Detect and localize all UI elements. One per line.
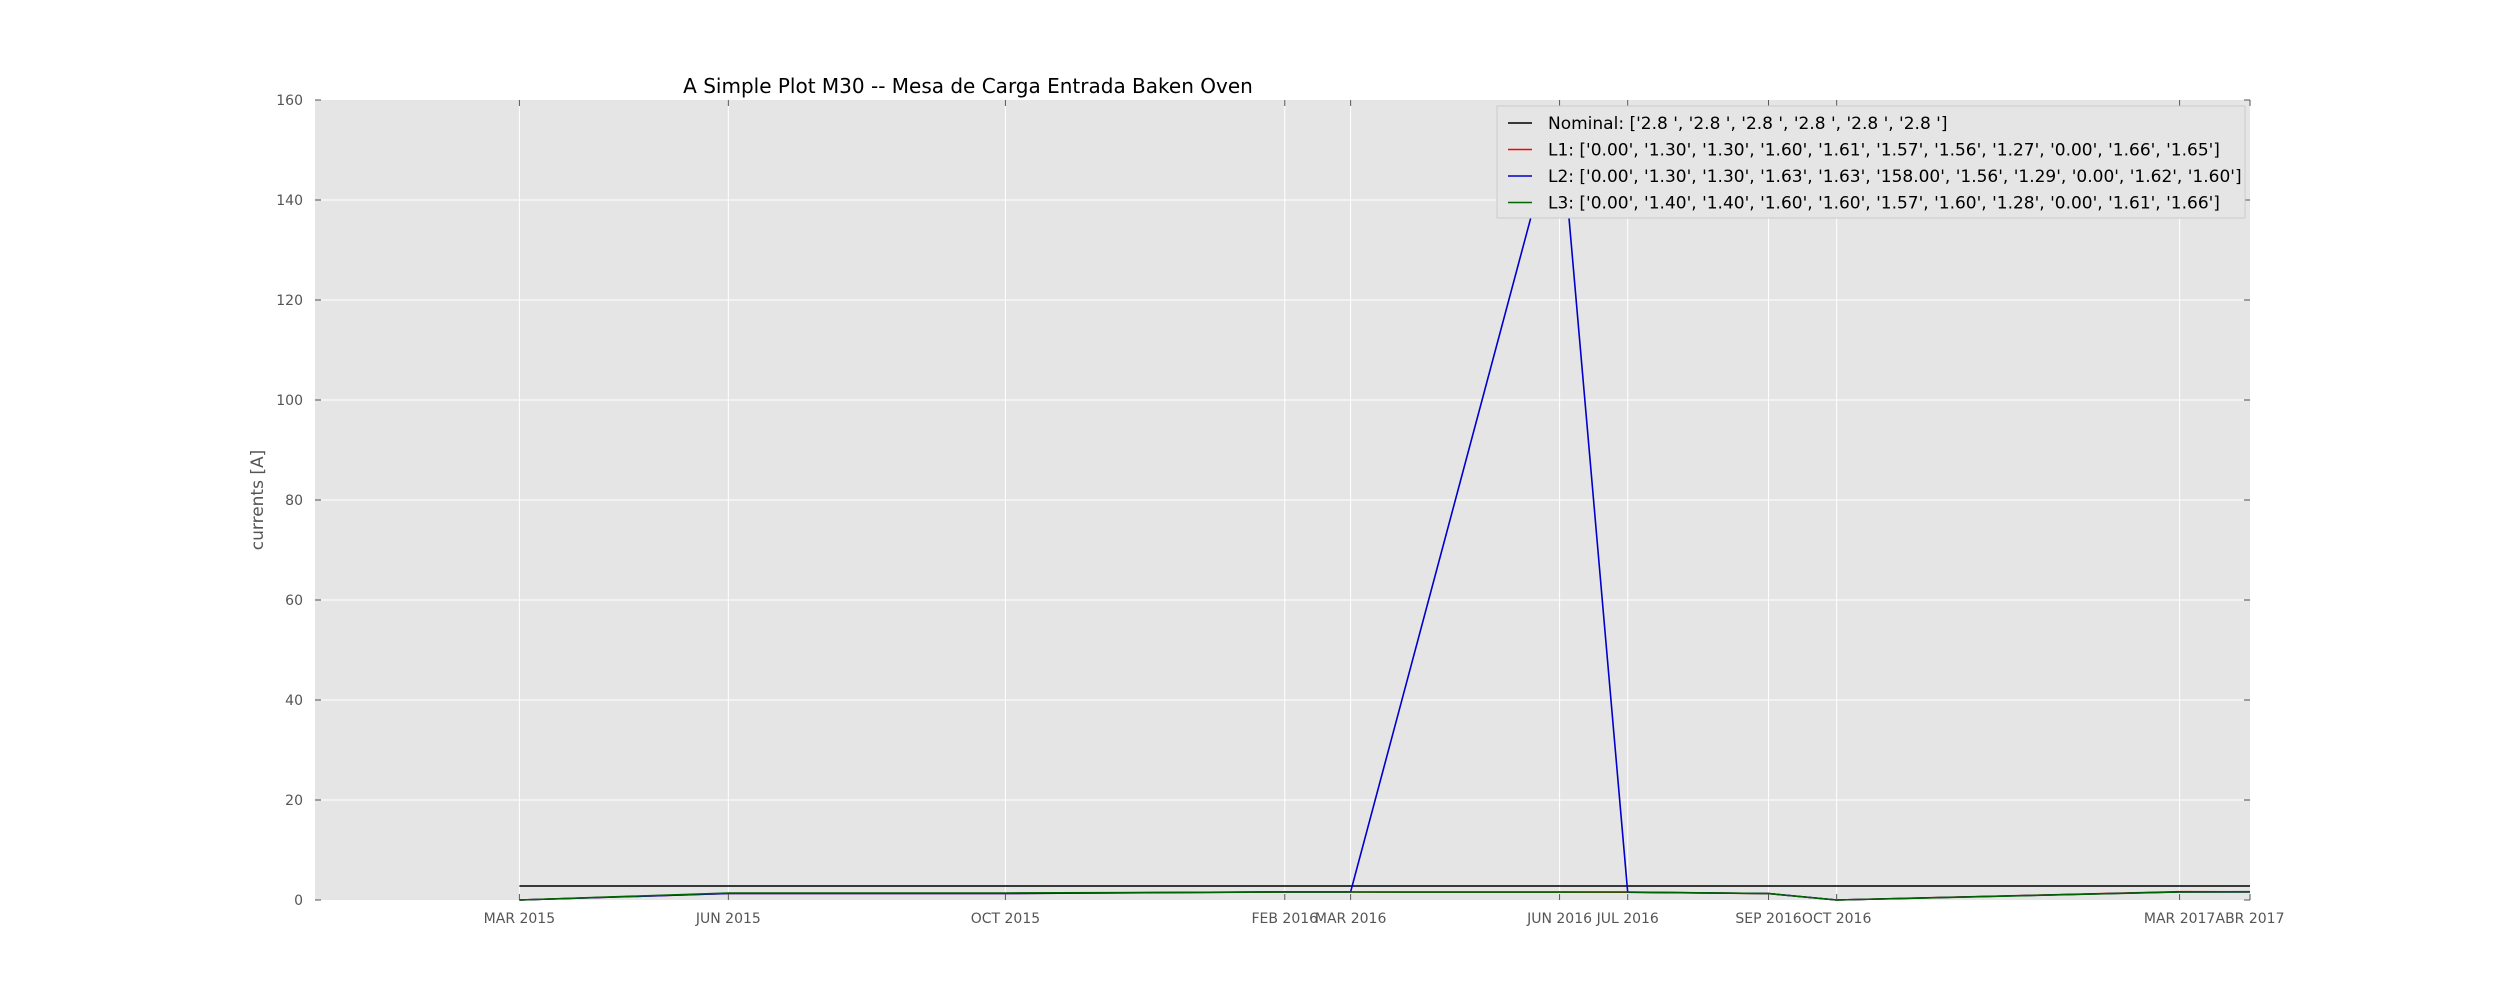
series-line-3 bbox=[519, 890, 2251, 901]
y-tick-label: 140 bbox=[276, 193, 303, 209]
x-tick-label: JUN 2015 bbox=[695, 911, 761, 927]
ticks bbox=[315, 99, 2251, 901]
legend: Nominal: ['2.8 ', '2.8 ', '2.8 ', '2.8 '… bbox=[1496, 105, 2246, 219]
grid bbox=[315, 100, 2250, 900]
x-tick-label: OCT 2015 bbox=[971, 911, 1040, 927]
y-tick-label: 40 bbox=[285, 693, 303, 709]
legend-entry-label: L2: ['0.00', '1.30', '1.30', '1.63', '1.… bbox=[1548, 167, 2242, 187]
legend-entry-label: Nominal: ['2.8 ', '2.8 ', '2.8 ', '2.8 '… bbox=[1548, 114, 1947, 134]
x-tick-label: OCT 2016 bbox=[1802, 911, 1872, 927]
y-tick-label: 20 bbox=[285, 793, 303, 809]
legend-entry-label: L3: ['0.00', '1.40', '1.40', '1.60', '1.… bbox=[1548, 194, 2220, 214]
y-tick-label: 160 bbox=[276, 93, 303, 109]
x-tick-label: JUN 2016 bbox=[1526, 911, 1592, 927]
y-tick-label: 120 bbox=[276, 293, 303, 309]
y-tick-label: 80 bbox=[285, 493, 303, 509]
series-lines bbox=[519, 109, 2251, 901]
x-tick-label: JUL 2016 bbox=[1596, 911, 1659, 927]
x-tick-label: ABR 2017 bbox=[2216, 911, 2285, 927]
x-tick-label: MAR 2017 bbox=[2144, 911, 2215, 927]
y-tick-label: 0 bbox=[294, 893, 303, 909]
y-tick-label: 60 bbox=[285, 593, 303, 609]
legend-entry-label: L1: ['0.00', '1.30', '1.30', '1.60', '1.… bbox=[1548, 141, 2220, 161]
chart-title: A Simple Plot M30 -- Mesa de Carga Entra… bbox=[683, 74, 1253, 98]
x-tick-label: MAR 2015 bbox=[484, 911, 555, 927]
y-tick-labels: 0 20 40 60 80 100 120 140 160 bbox=[276, 93, 303, 909]
x-tick-label: SEP 2016 bbox=[1735, 911, 1801, 927]
y-tick-label: 100 bbox=[276, 393, 303, 409]
x-tick-label: MAR 2016 bbox=[1315, 911, 1387, 927]
y-axis-label: currents [A] bbox=[248, 450, 268, 550]
x-tick-label: FEB 2016 bbox=[1251, 911, 1318, 927]
legend-box bbox=[1496, 105, 2246, 219]
